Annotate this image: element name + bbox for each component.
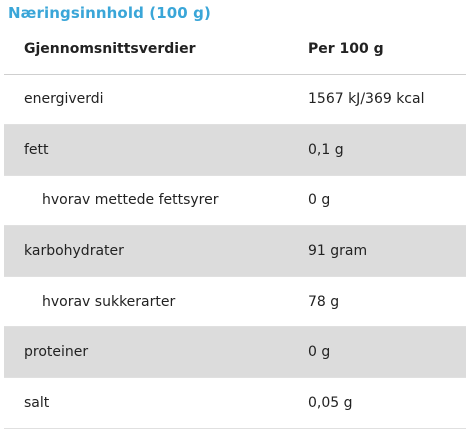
row-label: fett	[4, 124, 308, 176]
nutrition-table: Gjennomsnittsverdier Per 100 g energiver…	[4, 24, 466, 429]
table-row-fett: fett 0,1 g	[4, 124, 466, 176]
table-row-sukkerarter: hvorav sukkerarter 78 g	[4, 276, 466, 328]
table-row-mettede-fettsyrer: hvorav mettede fettsyrer 0 g	[4, 175, 466, 227]
row-label: salt	[4, 377, 308, 429]
header-value: Per 100 g	[308, 24, 466, 75]
row-value: 91 gram	[308, 225, 466, 277]
row-value: 1567 kJ/369 kcal	[308, 74, 466, 126]
table-row-karbohydrater: karbohydrater 91 gram	[4, 225, 466, 277]
row-label: hvorav sukkerarter	[4, 276, 308, 328]
nutrition-title: Næringsinnhold (100 g)	[8, 4, 211, 22]
row-value: 78 g	[308, 276, 466, 328]
row-label: hvorav mettede fettsyrer	[4, 175, 308, 227]
row-value: 0,05 g	[308, 377, 466, 429]
row-label: karbohydrater	[4, 225, 308, 277]
table-row-salt: salt 0,05 g	[4, 377, 466, 429]
row-label: energiverdi	[4, 74, 308, 126]
table-header-row: Gjennomsnittsverdier Per 100 g	[4, 24, 466, 75]
header-label: Gjennomsnittsverdier	[4, 24, 308, 75]
table-row-energiverdi: energiverdi 1567 kJ/369 kcal	[4, 74, 466, 126]
table-row-proteiner: proteiner 0 g	[4, 326, 466, 379]
row-value: 0 g	[308, 175, 466, 227]
row-label: proteiner	[4, 326, 308, 379]
row-value: 0,1 g	[308, 124, 466, 176]
row-value: 0 g	[308, 326, 466, 379]
